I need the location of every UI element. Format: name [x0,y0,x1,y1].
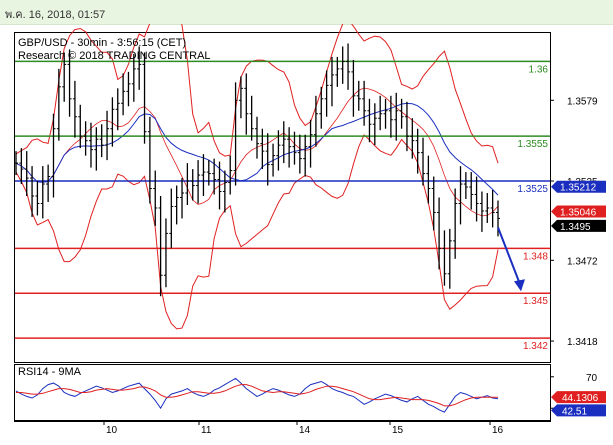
rsi-tag-bg-0 [551,391,606,404]
rsi-tag-bg-1 [551,404,606,417]
level-label-5: 1.342 [523,341,548,352]
level-label-0: 1.36 [529,64,549,75]
x-axis: 10 11 14 15 16 [103,420,504,436]
x-tick-label-0: 10 [106,425,118,436]
x-tick-label-1: 11 [201,425,212,436]
level-label-1: 1.3555 [517,139,548,150]
rsi-y-tick-label-0: 70 [586,373,598,384]
chart-subtitle: Research © 2018 TRADING CENTRAL [18,50,211,62]
price-tag-label-2: 1.3495 [560,222,591,233]
price-bars [14,43,500,297]
price-tag-label-1: 1.35046 [560,208,597,219]
x-tick-label-2: 14 [299,425,311,436]
rsi-lines [15,377,499,413]
price-tags: 1.35212 1.35046 1.3495 44.1306 42.51 [551,180,606,417]
forecast-arrow-shaft [497,227,521,285]
level-label-3: 1.348 [523,251,548,262]
x-tick-label-4: 16 [492,425,504,436]
y-tick-label-2: 1.3472 [567,256,598,267]
level-label-2: 1.3525 [517,184,548,195]
rsi-panel-frame [14,364,551,421]
chart-title: GBP/USD - 30min - 3:56:15 (CET) [18,37,186,49]
rsi-tag-label-1: 42.51 [562,406,587,417]
rsi-tag-label-0: 44.1306 [562,393,599,404]
price-tag-bg-1 [551,205,606,218]
datetime-label: พ.ค. 16, 2018, 01:57 [5,9,106,21]
y-tick-label-3: 1.3418 [567,337,598,348]
bollinger-upper [15,24,499,164]
chart-area: 1.36 1.3555 1.3525 1.348 1.345 1.342 1.3579 1.… [14,24,606,436]
forecast-arrow-head [514,279,525,292]
price-tag-bg-0 [551,180,606,193]
y-tick-label-0: 1.3579 [567,96,598,107]
rsi-title: RSI14 - 9MA [18,366,82,378]
main-panel-frame [14,32,551,363]
level-label-4: 1.345 [523,296,548,307]
forecast-arrow [497,227,525,292]
x-tick-label-3: 15 [392,425,404,436]
rsi-ma-line [16,384,498,407]
rsi-line [15,377,499,413]
price-tag-bg-2 [551,219,606,232]
price-tag-label-0: 1.35212 [560,183,597,194]
top-bar: พ.ค. 16, 2018, 01:57 [0,0,613,25]
